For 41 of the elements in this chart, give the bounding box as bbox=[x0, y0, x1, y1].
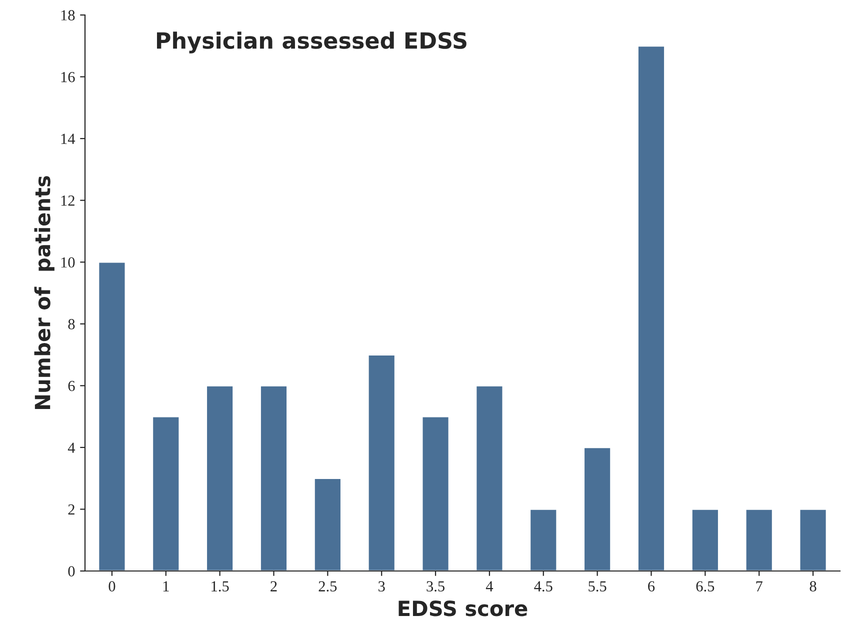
bar bbox=[798, 508, 828, 571]
bar bbox=[98, 261, 126, 571]
x-tick-label: 6.5 bbox=[696, 581, 714, 592]
bar bbox=[744, 508, 774, 571]
x-tick-label: 6 bbox=[648, 581, 655, 592]
x-axis-title: EDSS score bbox=[398, 600, 528, 616]
x-tick-label: 7 bbox=[756, 581, 762, 592]
x-tick-label: 2.5 bbox=[318, 581, 337, 592]
y-tick-label: 8 bbox=[68, 319, 75, 330]
x-tick-label: 0 bbox=[108, 581, 116, 592]
bar bbox=[152, 416, 180, 571]
x-tick-label: 4.5 bbox=[534, 581, 552, 592]
y-tick-label: 18 bbox=[61, 10, 75, 20]
x-tick-label: 5.5 bbox=[588, 581, 606, 592]
y-axis-title: Number of patients bbox=[34, 176, 54, 409]
x-tick-label: 3.5 bbox=[426, 581, 444, 592]
bar bbox=[475, 384, 504, 571]
y-tick-label: 12 bbox=[61, 196, 74, 206]
y-tick-label: 10 bbox=[61, 257, 75, 268]
x-tick-label: 3 bbox=[378, 581, 385, 592]
y-tick-label: 14 bbox=[61, 134, 76, 144]
x-tick-label: 2 bbox=[270, 581, 277, 592]
bar bbox=[206, 384, 234, 571]
y-tick-label: 0 bbox=[68, 566, 75, 576]
bar bbox=[367, 354, 396, 571]
bar bbox=[260, 384, 288, 571]
text: Physician assessed EDSS bbox=[156, 32, 466, 54]
x-tick-label: 1.5 bbox=[212, 581, 229, 592]
bar bbox=[314, 478, 342, 571]
y-tick-label: 2 bbox=[68, 504, 74, 515]
y-tick-label: 16 bbox=[61, 72, 75, 82]
bar bbox=[637, 45, 666, 571]
bar bbox=[691, 508, 720, 571]
x-tick-label: 4 bbox=[486, 581, 494, 592]
bar bbox=[421, 416, 450, 571]
y-tick-label: 6 bbox=[68, 380, 75, 392]
bar bbox=[529, 508, 558, 571]
x-tick-label: 1 bbox=[163, 581, 169, 592]
bar bbox=[583, 446, 612, 571]
x-tick-label: 8 bbox=[810, 581, 816, 592]
y-tick-label: 4 bbox=[68, 442, 76, 453]
